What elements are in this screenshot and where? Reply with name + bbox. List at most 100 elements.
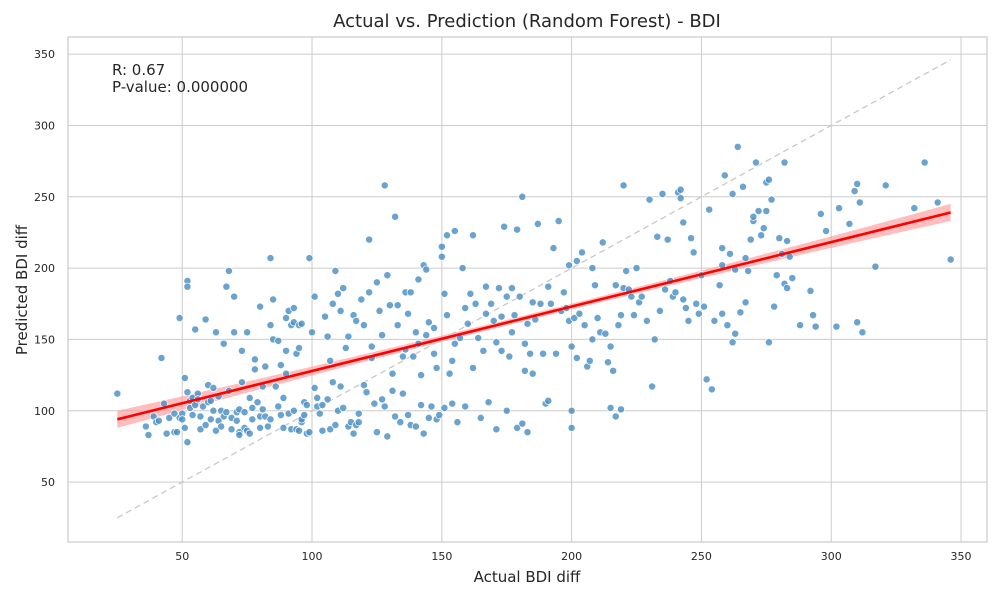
- data-point: [585, 356, 594, 365]
- data-point: [422, 331, 431, 340]
- data-point: [536, 299, 545, 308]
- data-point: [736, 308, 745, 317]
- data-point: [422, 265, 431, 274]
- data-point: [266, 254, 275, 263]
- data-point: [212, 426, 220, 435]
- data-point: [515, 292, 524, 301]
- data-point: [248, 403, 257, 412]
- data-point: [700, 302, 708, 311]
- data-point: [359, 381, 368, 390]
- data-point: [492, 338, 501, 347]
- data-point: [370, 399, 379, 408]
- data-point: [811, 322, 820, 331]
- data-point: [809, 311, 818, 320]
- data-point: [549, 244, 558, 253]
- data-point: [141, 422, 150, 431]
- data-point: [209, 383, 218, 392]
- data-point: [326, 425, 335, 434]
- data-point: [263, 422, 272, 431]
- data-point: [469, 364, 477, 372]
- data-point: [544, 282, 553, 291]
- data-point: [375, 306, 384, 315]
- data-point: [409, 352, 418, 361]
- data-point: [617, 405, 625, 414]
- data-point: [463, 319, 472, 328]
- data-point: [245, 429, 254, 438]
- data-point: [225, 267, 233, 275]
- grid: [68, 37, 987, 542]
- data-point: [588, 264, 597, 273]
- data-point: [183, 438, 192, 447]
- data-point: [648, 382, 657, 391]
- data-point: [611, 412, 620, 421]
- data-point: [601, 329, 610, 338]
- data-point: [113, 389, 122, 398]
- data-point: [383, 432, 392, 441]
- data-point: [617, 311, 625, 320]
- data-point: [676, 185, 685, 194]
- data-point: [279, 393, 288, 402]
- data-point: [188, 411, 197, 419]
- data-point: [591, 281, 599, 290]
- data-point: [331, 421, 340, 429]
- data-point: [881, 181, 890, 190]
- data-point: [679, 218, 688, 227]
- data-point: [850, 187, 859, 196]
- data-point: [832, 322, 841, 331]
- data-point: [404, 411, 413, 419]
- data-point: [752, 158, 760, 167]
- data-point: [165, 413, 174, 422]
- data-point: [578, 248, 586, 257]
- data-point: [417, 371, 426, 380]
- data-point: [435, 411, 444, 419]
- data-point: [250, 365, 259, 374]
- data-point: [681, 304, 690, 312]
- data-point: [430, 324, 438, 332]
- data-point: [482, 282, 490, 291]
- data-point: [461, 304, 470, 312]
- data-point: [440, 289, 449, 298]
- data-point: [528, 369, 537, 378]
- data-point: [175, 314, 184, 322]
- data-point: [271, 382, 280, 391]
- data-point: [380, 402, 389, 411]
- data-point: [684, 316, 693, 325]
- data-point: [783, 284, 792, 293]
- data-point: [266, 415, 275, 424]
- data-point: [946, 255, 955, 264]
- x-tick-250: 250: [691, 550, 712, 563]
- data-point: [609, 366, 618, 375]
- data-point: [764, 175, 773, 184]
- x-axis-label: Actual BDI diff: [474, 568, 581, 586]
- data-point: [744, 267, 753, 275]
- data-point: [302, 401, 311, 410]
- x-tick-labels: 50 100 150 200 250 300 350: [175, 550, 971, 563]
- data-point: [334, 289, 342, 298]
- y-tick-labels: 50 100 150 200 250 300 350: [34, 48, 55, 489]
- data-point: [388, 369, 397, 378]
- data-point: [520, 366, 529, 375]
- data-point: [679, 295, 688, 304]
- data-point: [858, 328, 867, 337]
- data-point: [243, 328, 252, 337]
- data-point: [526, 349, 535, 358]
- data-point: [276, 411, 285, 419]
- data-point: [629, 311, 638, 320]
- data-point: [305, 254, 314, 263]
- data-point: [237, 346, 246, 355]
- data-point: [533, 219, 542, 228]
- y-tick-50: 50: [41, 476, 55, 489]
- data-point: [437, 242, 446, 251]
- data-point: [762, 207, 771, 215]
- data-point: [920, 158, 929, 167]
- data-point: [266, 321, 275, 330]
- data-point: [313, 393, 322, 402]
- data-point: [539, 349, 548, 358]
- data-point: [492, 425, 501, 434]
- data-point: [178, 415, 187, 424]
- data-point: [230, 292, 239, 301]
- p-value-annotation: P-value: 0.000000: [112, 78, 248, 96]
- data-point: [344, 332, 353, 341]
- data-point: [336, 382, 345, 391]
